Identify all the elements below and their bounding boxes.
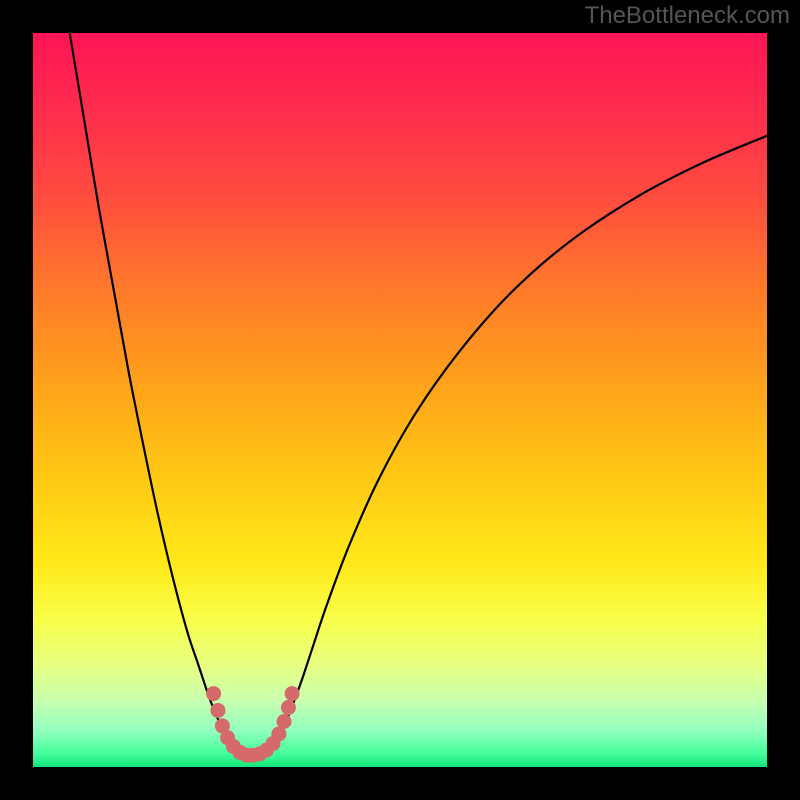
- trough-marker-dot: [210, 703, 225, 718]
- chart-stage: TheBottleneck.com: [0, 0, 800, 800]
- bottleneck-chart: [0, 0, 800, 800]
- trough-marker-dot: [281, 700, 296, 715]
- trough-marker-dot: [277, 714, 292, 729]
- trough-marker-dot: [206, 686, 221, 701]
- chart-background: [33, 33, 767, 767]
- trough-marker-dot: [285, 686, 300, 701]
- watermark-text: TheBottleneck.com: [585, 2, 790, 30]
